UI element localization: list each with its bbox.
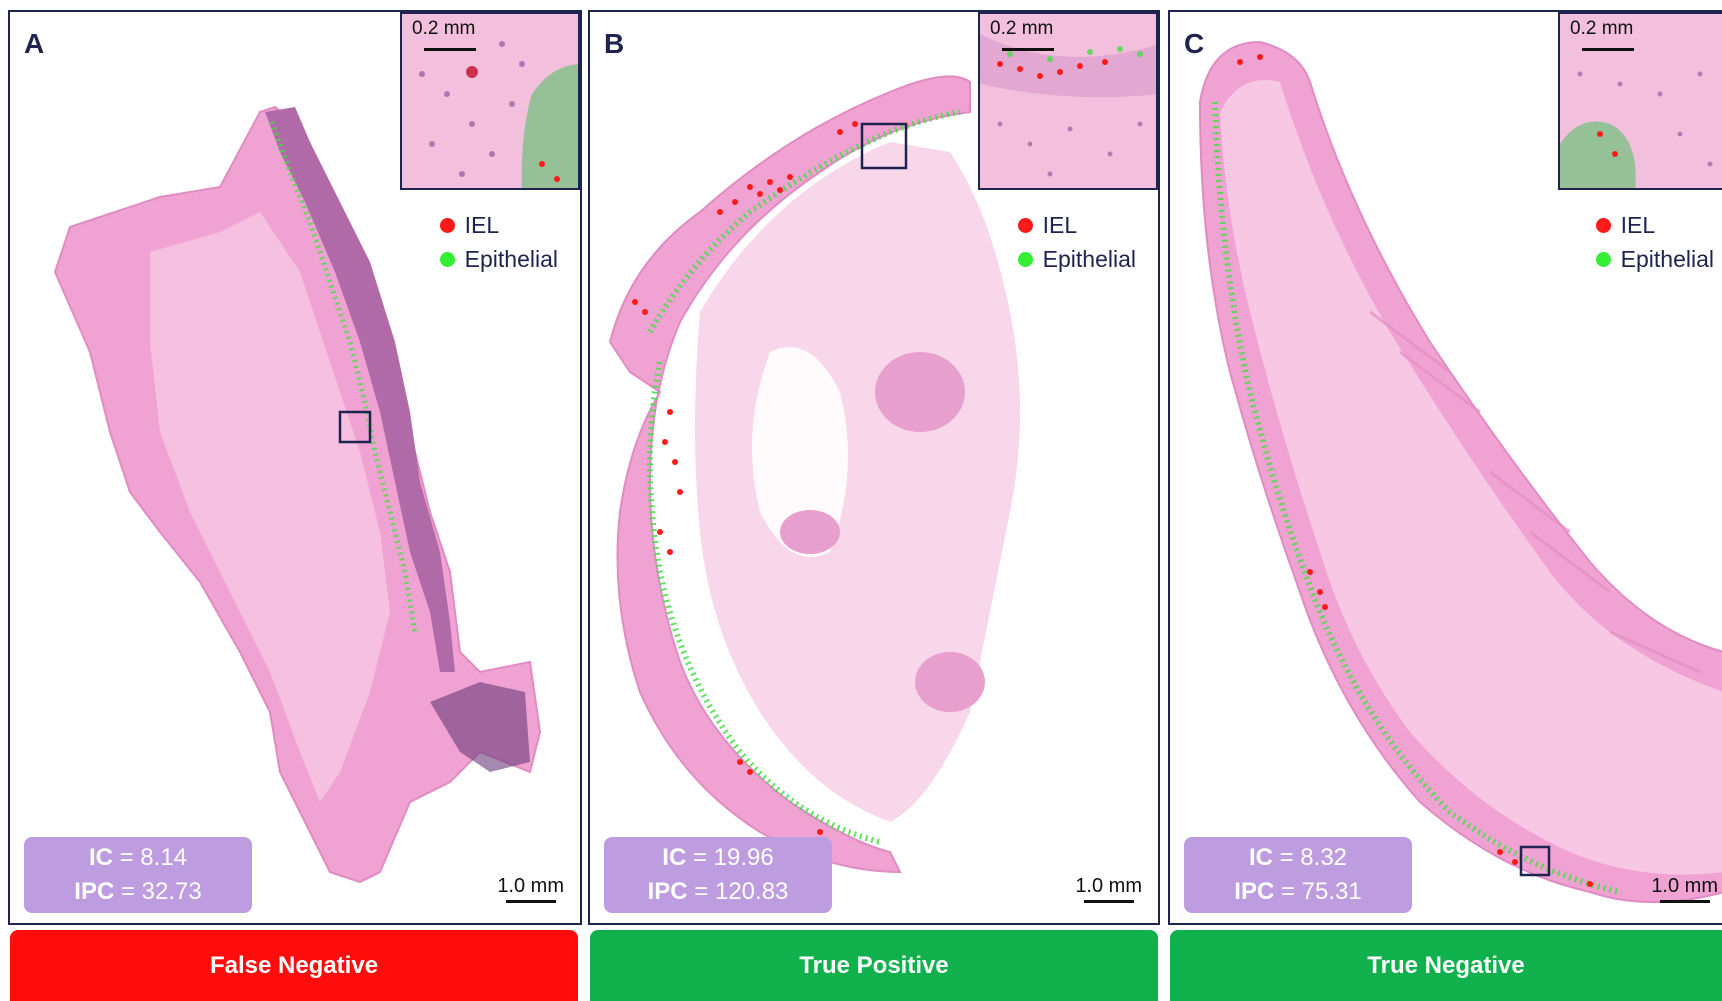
verdict-a: False Negative xyxy=(10,930,578,1001)
ic-label: IC xyxy=(1248,844,1273,871)
panel-a: A 0.2 mm IEL Epithelial IC = xyxy=(8,10,582,925)
panel-b: B 0.2 mm IEL Epithe xyxy=(588,10,1160,925)
zoom-inset: 0.2 mm xyxy=(400,12,580,190)
scale-bar: 1.0 mm xyxy=(497,875,564,903)
legend-iel: IEL xyxy=(1595,208,1714,242)
inset-scale-bar xyxy=(1582,48,1634,51)
panel-letter: A xyxy=(24,28,45,59)
tissue-image-c xyxy=(1198,40,1722,903)
zoom-inset: 0.2 mm xyxy=(1558,12,1722,190)
scale-bar: 1.0 mm xyxy=(1651,875,1718,903)
legend-epithelial-label: Epithelial xyxy=(1620,246,1714,272)
stats-box: IC = 8.14 IPC = 32.73 xyxy=(24,837,252,913)
inset-scale-label: 0.2 mm xyxy=(1570,18,1634,39)
tissue-image-b xyxy=(608,75,1020,874)
epithelial-dot-icon xyxy=(1017,251,1033,267)
ic-label: IC xyxy=(662,844,687,871)
inset-scale-label: 0.2 mm xyxy=(990,18,1054,39)
legend-epithelial: Epithelial xyxy=(1595,242,1714,276)
zoom-inset: 0.2 mm xyxy=(978,12,1158,190)
scale-bar: 1.0 mm xyxy=(1075,875,1142,903)
ic-label: IC xyxy=(88,844,113,871)
ic-value: = 19.96 xyxy=(692,844,774,871)
ic-value: = 8.14 xyxy=(119,844,188,871)
inset-scale-bar xyxy=(1002,48,1054,51)
stats-box: IC = 19.96 IPC = 120.83 xyxy=(604,837,832,913)
epithelial-dot-icon xyxy=(439,251,455,267)
legend-iel: IEL xyxy=(439,208,558,242)
panel-letter: C xyxy=(1184,28,1205,59)
inset-scale-bar xyxy=(424,48,476,51)
legend-epithelial-label: Epithelial xyxy=(1042,246,1136,272)
legend-iel-label: IEL xyxy=(1620,212,1656,238)
ipc-value: = 75.31 xyxy=(1280,878,1362,905)
ic-value: = 8.32 xyxy=(1279,844,1348,871)
legend: IEL Epithelial xyxy=(1595,208,1714,276)
panel-letter: B xyxy=(604,28,625,59)
ipc-label: IPC xyxy=(1234,878,1275,905)
legend-iel-label: IEL xyxy=(464,212,500,238)
tissue-image-a xyxy=(53,105,542,884)
legend-epithelial: Epithelial xyxy=(439,242,558,276)
stats-box: IC = 8.32 IPC = 75.31 xyxy=(1184,837,1412,913)
verdict-c: True Negative xyxy=(1170,930,1722,1001)
scale-label: 1.0 mm xyxy=(1651,875,1718,897)
scale-line xyxy=(1083,900,1134,903)
epithelial-dot-icon xyxy=(1595,251,1611,267)
verdict-b: True Positive xyxy=(590,930,1158,1001)
ipc-value: = 32.73 xyxy=(120,878,202,905)
legend: IEL Epithelial xyxy=(439,208,558,276)
scale-line xyxy=(1659,900,1710,903)
scale-line xyxy=(505,900,556,903)
ipc-label: IPC xyxy=(74,878,115,905)
legend-epithelial: Epithelial xyxy=(1017,242,1136,276)
legend: IEL Epithelial xyxy=(1017,208,1136,276)
legend-iel: IEL xyxy=(1017,208,1136,242)
iel-dot-icon xyxy=(1595,217,1611,233)
legend-epithelial-label: Epithelial xyxy=(464,246,558,272)
ipc-label: IPC xyxy=(647,878,688,905)
legend-iel-label: IEL xyxy=(1042,212,1078,238)
panel-c: C 0.2 mm IEL Epithelial IC = 8.32 IPC = … xyxy=(1168,10,1722,925)
iel-dot-icon xyxy=(1017,217,1033,233)
inset-scale-label: 0.2 mm xyxy=(412,18,476,39)
scale-label: 1.0 mm xyxy=(497,875,564,897)
ipc-value: = 120.83 xyxy=(694,878,789,905)
scale-label: 1.0 mm xyxy=(1075,875,1142,897)
iel-dot-icon xyxy=(439,217,455,233)
